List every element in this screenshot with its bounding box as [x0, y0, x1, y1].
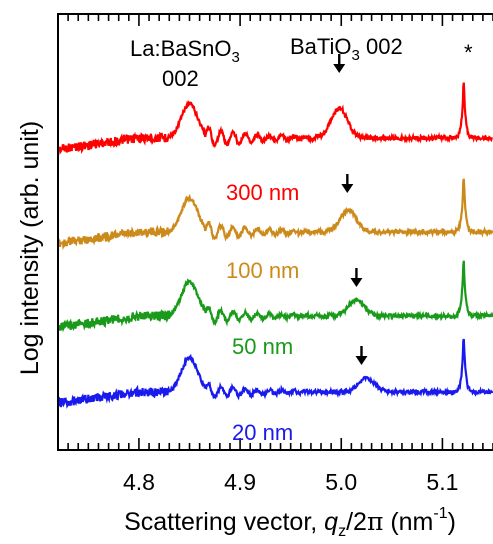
series-label: 50 nm [232, 334, 293, 359]
x-tick-label: 4.8 [123, 469, 155, 495]
plot-border [57, 13, 493, 451]
series-line-20-nm [56, 338, 493, 409]
peak-arrow-head [350, 278, 363, 287]
lbso-label-line1: La:BaSnO3 [130, 36, 240, 66]
axis-ticks: 4.8 4.9 5.0 5.1 [57, 14, 493, 495]
x-axis-title: Scattering vector, qz/2π (nm-1) [124, 505, 456, 540]
series-layer [56, 82, 493, 409]
series-labels: 300 nm 100 nm 50 nm 20 nm [226, 180, 299, 445]
x-tick-label: 4.9 [224, 469, 256, 495]
peak-arrow-head [341, 184, 354, 193]
x-tick-label: 5.0 [325, 469, 357, 495]
series-label: 300 nm [226, 180, 299, 205]
plot-frame [57, 13, 493, 451]
series-line-50-nm [56, 260, 493, 333]
bto-label: BaTiO3 002 [290, 34, 403, 64]
x-tick-label: 5.1 [426, 469, 458, 495]
y-axis-title: Log intensity (arb. unit) [16, 121, 44, 375]
lbso-label-line2: 002 [162, 66, 199, 91]
peak-arrow-head [333, 64, 346, 73]
substrate-peak-star: * [464, 40, 473, 65]
series-label: 20 nm [232, 420, 293, 445]
series-label: 100 nm [226, 258, 299, 283]
series-line-100-nm [57, 178, 493, 251]
peak-arrow-head [355, 356, 368, 365]
series-line-300-nm [56, 82, 493, 155]
arrow-layer [333, 54, 368, 365]
